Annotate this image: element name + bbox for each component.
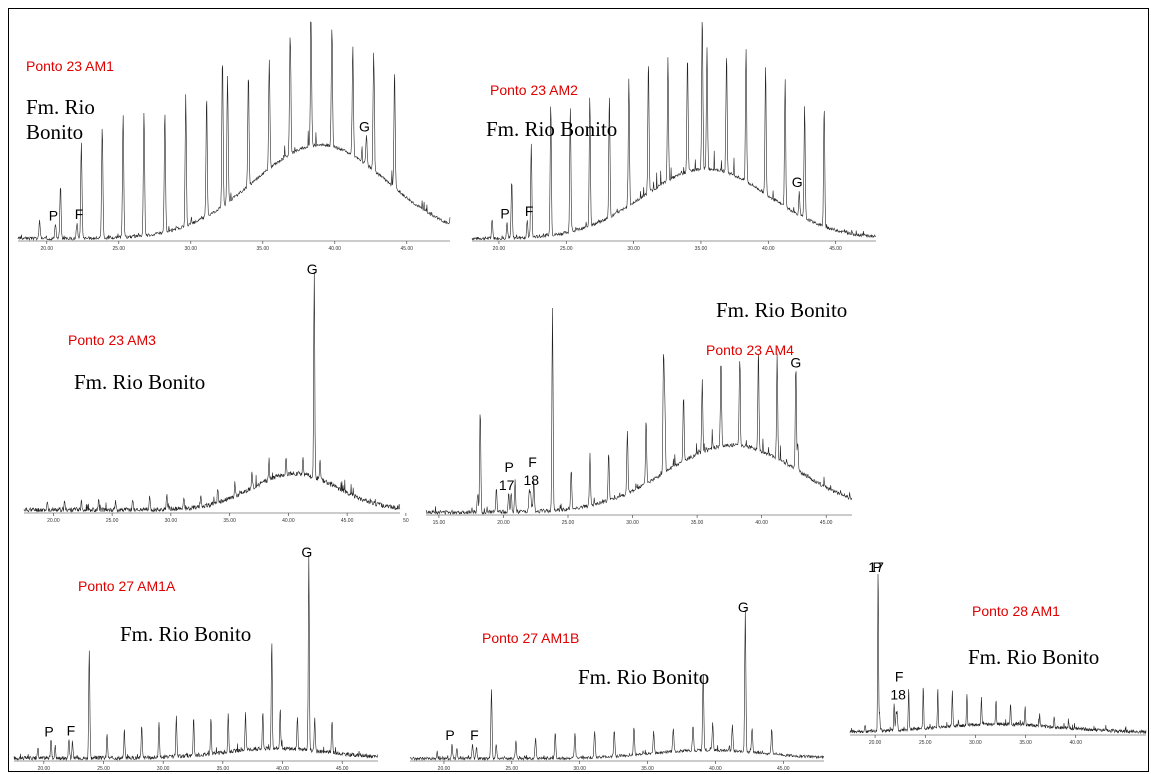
chromatogram-ponto-23-am1: 20.00 25.00 30.00 35.00 40.00 45.00 P F G xyxy=(17,21,451,252)
x-tick-label: 30.00 xyxy=(626,520,639,526)
peak-label-f: F xyxy=(75,206,84,222)
x-tick-label: 45.00 xyxy=(829,246,842,252)
x-tick-label: 40.00 xyxy=(709,766,722,772)
peak-label-f: F xyxy=(525,203,534,219)
x-tick-label: 25.00 xyxy=(560,246,573,252)
x-tick-label: 35.00 xyxy=(223,518,236,524)
x-tick-label: 20.00 xyxy=(869,740,882,746)
x-tick-label: 40.00 xyxy=(762,246,775,252)
formation-label: Fm. Rio Bonito xyxy=(716,298,848,322)
peak-label-p: P xyxy=(872,559,881,575)
x-tick-label: 50 xyxy=(403,518,409,524)
formation-label: Fm. Rio Bonito xyxy=(578,665,710,689)
x-tick-label: 40.00 xyxy=(282,518,295,524)
formation-label: Fm. Rio Bonito xyxy=(120,622,252,646)
x-tick-label: 45.00 xyxy=(777,766,790,772)
x-tick-label: 30.00 xyxy=(627,246,640,252)
x-tick-label: 30.00 xyxy=(185,246,198,252)
x-tick-label: 45.00 xyxy=(820,520,833,526)
x-tick-label: 20.00 xyxy=(41,246,54,252)
formation-label: Fm. Rio Bonito xyxy=(26,95,95,145)
x-tick-label: 40.00 xyxy=(755,520,768,526)
peak-label-g: G xyxy=(792,174,803,190)
formation-label: Fm. Rio Bonito xyxy=(968,645,1100,669)
x-tick-label: 45.00 xyxy=(336,766,349,772)
formation-label: Fm. Rio Bonito xyxy=(74,370,206,394)
x-tick-label: 45.00 xyxy=(401,246,414,252)
sample-label: Ponto 28 AM1 xyxy=(972,603,1060,619)
chromatogram-trace xyxy=(17,21,451,241)
x-tick-label: 20.00 xyxy=(493,246,506,252)
x-tick-label: 35.00 xyxy=(257,246,270,252)
peak-label-f: F xyxy=(895,669,904,685)
x-tick-label: 30.00 xyxy=(157,766,170,772)
x-tick-label: 25.00 xyxy=(113,246,126,252)
chromatogram-trace xyxy=(409,609,825,762)
x-tick-label: 45.00 xyxy=(341,518,354,524)
peak-label-g: G xyxy=(738,599,749,615)
x-tick-label: 35.00 xyxy=(691,520,704,526)
peak-label-g: G xyxy=(301,544,312,560)
peak-label-g: G xyxy=(790,354,801,370)
formation-label: Fm. Rio Bonito xyxy=(486,117,618,141)
peak-label-p: P xyxy=(49,208,58,224)
chromatogram-ponto-27-am1a: 20.00 25.00 30.00 35.00 40.00 45.00 P F G xyxy=(13,544,379,772)
figure-frame xyxy=(8,8,1149,772)
x-tick-label: 20.00 xyxy=(47,518,60,524)
x-tick-label: 40.00 xyxy=(276,766,289,772)
chromatogram-trace xyxy=(471,21,877,241)
x-tick-label: 20.00 xyxy=(38,766,51,772)
x-tick-label: 25.00 xyxy=(97,766,110,772)
peak-label-p: P xyxy=(44,723,53,739)
chromatogram-ponto-23-am4: 15.00 20.00 25.00 30.00 35.00 40.00 45.00 17 P 18… xyxy=(425,307,853,526)
x-tick-label: 35.00 xyxy=(1019,740,1032,746)
x-tick-label: 20.00 xyxy=(497,520,510,526)
sample-label: Ponto 23 AM2 xyxy=(490,82,578,98)
x-tick-label: 25.00 xyxy=(106,518,119,524)
chromatogram-ponto-27-am1b: 20.00 25.00 30.00 35.00 40.00 45.00 P F G xyxy=(409,599,825,772)
peak-label-f: F xyxy=(470,727,479,743)
peak-label-p: P xyxy=(505,459,514,475)
peak-label-18: 18 xyxy=(890,687,906,703)
peak-label-18: 18 xyxy=(523,472,539,488)
sample-label: Ponto 27 AM1B xyxy=(482,630,580,646)
peak-label-g: G xyxy=(307,261,318,277)
chromatogram-trace xyxy=(425,307,853,516)
sample-label: Ponto 23 AM3 xyxy=(68,332,156,348)
sample-label: Ponto 23 AM1 xyxy=(26,58,114,74)
peak-label-f: F xyxy=(528,454,537,470)
peak-label-f: F xyxy=(67,722,76,738)
x-tick-label: 30.00 xyxy=(165,518,178,524)
x-tick-label: 20.00 xyxy=(438,766,451,772)
chromatogram-trace xyxy=(23,271,401,513)
x-tick-label: 35.00 xyxy=(217,766,230,772)
chromatogram-trace xyxy=(13,554,379,762)
x-tick-label: 40.00 xyxy=(329,246,342,252)
x-tick-label: 40.00 xyxy=(1070,740,1083,746)
x-tick-label: 25.00 xyxy=(506,766,519,772)
chromatogram-ponto-28-am1: 20.00 25.00 30.00 35.00 40.00 17P 18 F xyxy=(849,559,1147,746)
x-tick-label: 35.00 xyxy=(695,246,708,252)
peak-label-p: P xyxy=(500,205,509,221)
x-tick-label: 30.00 xyxy=(573,766,586,772)
x-tick-label: 25.00 xyxy=(919,740,932,746)
peak-label-g: G xyxy=(359,118,370,134)
peak-label-17: 17 xyxy=(868,559,884,575)
sample-label: Ponto 27 AM1A xyxy=(78,578,176,594)
x-tick-label: 35.00 xyxy=(641,766,654,772)
chromatogram-trace xyxy=(849,573,1147,735)
x-tick-label: 25.00 xyxy=(562,520,575,526)
chromatogram-ponto-23-am2: 20.00 25.00 30.00 35.00 40.00 45.00 P F G xyxy=(471,21,877,252)
chromatogram-ponto-23-am3: 20.00 25.00 30.00 35.00 40.00 45.00 50 G xyxy=(23,261,409,524)
peak-label-17: 17 xyxy=(499,477,515,493)
x-tick-label: 30.00 xyxy=(969,740,982,746)
x-tick-label: 15.00 xyxy=(433,520,446,526)
peak-label-p: P xyxy=(445,727,454,743)
sample-label: Ponto 23 AM4 xyxy=(706,342,794,358)
